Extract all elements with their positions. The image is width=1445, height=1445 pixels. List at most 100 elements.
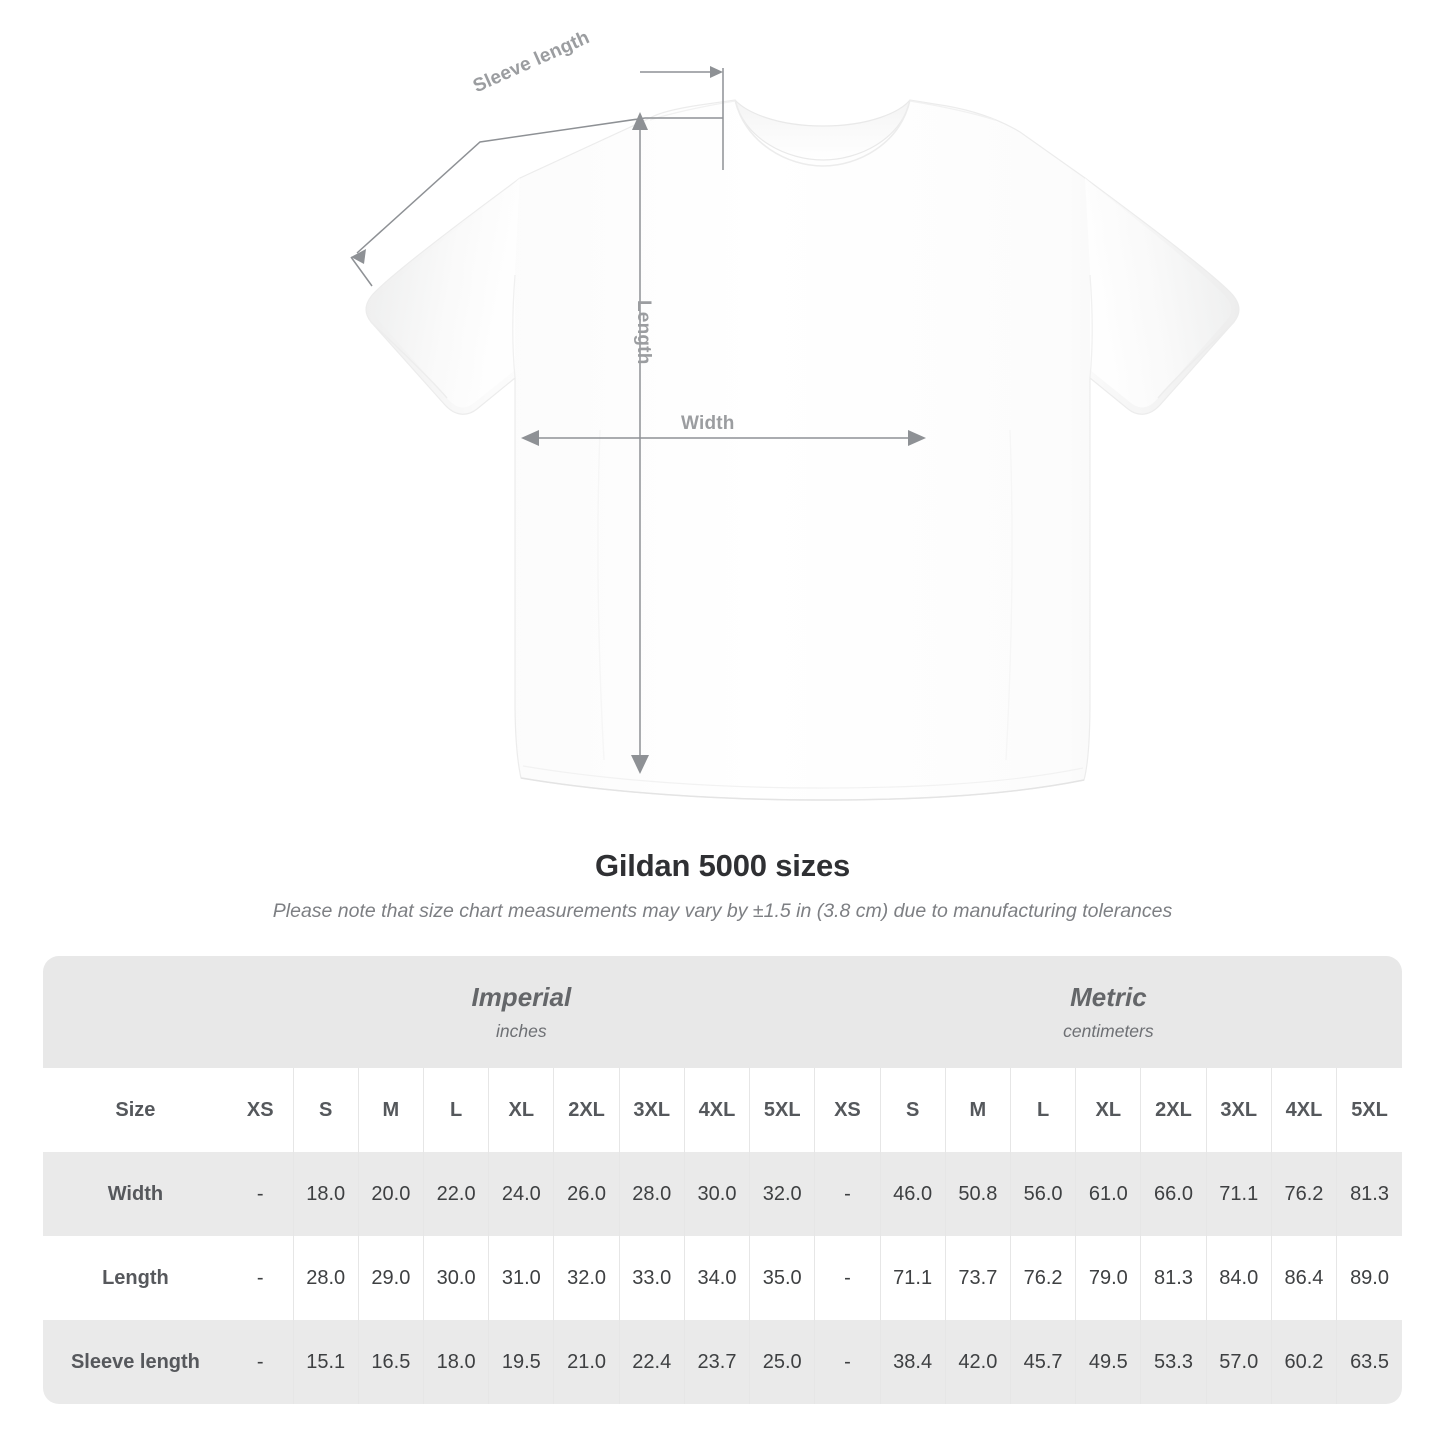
size-header-imperial-3xl: 3XL	[618, 1068, 685, 1152]
size-table: Imperial inches Metric centimeters Size …	[43, 956, 1402, 1404]
size-header-metric-s: S	[879, 1068, 946, 1152]
dimension-lines	[350, 66, 926, 774]
size-header-metric-4xl: 4XL	[1270, 1068, 1337, 1152]
width-metric-xl: 61.0	[1075, 1152, 1141, 1236]
width-imperial-xl: 24.0	[488, 1152, 554, 1236]
length-imperial-2xl: 32.0	[553, 1236, 620, 1320]
sleeve-imperial-5xl: 25.0	[749, 1320, 815, 1404]
tshirt-shape	[365, 99, 1240, 801]
tshirt-diagram: Sleeve length Length Width	[350, 27, 1240, 801]
size-header-imperial-5xl: 5XL	[749, 1068, 815, 1152]
width-imperial-2xl: 26.0	[553, 1152, 620, 1236]
size-header-imperial-4xl: 4XL	[683, 1068, 750, 1152]
size-header-metric-m: M	[944, 1068, 1011, 1152]
width-metric-xs: -	[814, 1152, 881, 1236]
size-header-metric-3xl: 3XL	[1205, 1068, 1272, 1152]
sleeve-metric-l: 45.7	[1009, 1320, 1076, 1404]
metric-subtitle: centimeters	[1063, 1021, 1154, 1041]
unit-header-imperial: Imperial inches	[227, 956, 815, 1068]
size-table-wrapper: Imperial inches Metric centimeters Size …	[43, 956, 1402, 1404]
width-imperial-m: 20.0	[357, 1152, 424, 1236]
size-header-metric-2xl: 2XL	[1140, 1068, 1207, 1152]
length-metric-3xl: 84.0	[1205, 1236, 1272, 1320]
sleeve-imperial-4xl: 23.7	[683, 1320, 750, 1404]
imperial-subtitle: inches	[496, 1021, 547, 1041]
size-header-imperial-m: M	[357, 1068, 424, 1152]
size-header-metric-xs: XS	[814, 1068, 881, 1152]
page-title: Gildan 5000 sizes	[594, 848, 851, 883]
sleeve-imperial-2xl: 21.0	[553, 1320, 620, 1404]
width-imperial-l: 22.0	[422, 1152, 489, 1236]
tshirt-illustration	[350, 66, 1240, 801]
length-metric-2xl: 81.3	[1140, 1236, 1207, 1320]
size-header-imperial-l: L	[422, 1068, 489, 1152]
unit-header-metric: Metric centimeters	[814, 956, 1402, 1068]
width-metric-m: 50.8	[944, 1152, 1011, 1236]
width-imperial-3xl: 28.0	[618, 1152, 685, 1236]
width-imperial-s: 18.0	[292, 1152, 359, 1236]
sleeve-metric-m: 42.0	[944, 1320, 1011, 1404]
width-imperial-4xl: 30.0	[683, 1152, 750, 1236]
width-label: Width	[681, 413, 735, 434]
table-row-length: Length - 28.0 29.0 30.0 31.0 32.0 33.0 3…	[43, 1236, 1402, 1320]
sleeve-imperial-m: 16.5	[357, 1320, 424, 1404]
row-label-width: Width	[43, 1152, 228, 1236]
row-label-length: Length	[43, 1236, 228, 1320]
length-imperial-m: 29.0	[357, 1236, 424, 1320]
sleeve-metric-xl: 49.5	[1075, 1320, 1141, 1404]
sleeve-metric-s: 38.4	[879, 1320, 946, 1404]
length-metric-4xl: 86.4	[1270, 1236, 1337, 1320]
width-metric-4xl: 76.2	[1270, 1152, 1337, 1236]
metric-title: Metric	[1070, 982, 1147, 1012]
sleeve-imperial-s: 15.1	[292, 1320, 359, 1404]
tolerance-note: Please note that size chart measurements…	[272, 900, 1173, 922]
table-row-width: Width - 18.0 20.0 22.0 24.0 26.0 28.0 30…	[43, 1152, 1402, 1236]
table-row-sleeve-length: Sleeve length - 15.1 16.5 18.0 19.5 21.0…	[43, 1320, 1402, 1404]
size-header-imperial-xl: XL	[488, 1068, 554, 1152]
length-metric-5xl: 89.0	[1336, 1236, 1402, 1320]
title-block: Gildan 5000 sizes Please note that size …	[0, 848, 1445, 923]
sleeve-imperial-3xl: 22.4	[618, 1320, 685, 1404]
row-label-sleeve-length: Sleeve length	[43, 1320, 228, 1404]
size-header-label: Size	[43, 1068, 228, 1152]
size-header-imperial-2xl: 2XL	[553, 1068, 620, 1152]
length-metric-xs: -	[814, 1236, 881, 1320]
sleeve-metric-2xl: 53.3	[1140, 1320, 1207, 1404]
sleeve-metric-xs: -	[814, 1320, 881, 1404]
length-imperial-xl: 31.0	[488, 1236, 554, 1320]
sleeve-metric-4xl: 60.2	[1270, 1320, 1337, 1404]
length-imperial-3xl: 33.0	[618, 1236, 685, 1320]
unit-header-row: Imperial inches Metric centimeters	[43, 956, 1402, 1068]
size-header-metric-5xl: 5XL	[1336, 1068, 1402, 1152]
size-header-row: Size XS S M L XL 2XL 3XL 4XL 5XL XS S M …	[43, 1068, 1402, 1152]
length-imperial-5xl: 35.0	[749, 1236, 815, 1320]
width-metric-3xl: 71.1	[1205, 1152, 1272, 1236]
length-metric-m: 73.7	[944, 1236, 1011, 1320]
length-metric-l: 76.2	[1009, 1236, 1076, 1320]
sleeve-imperial-l: 18.0	[422, 1320, 489, 1404]
size-header-metric-l: L	[1009, 1068, 1076, 1152]
width-metric-s: 46.0	[879, 1152, 946, 1236]
width-imperial-5xl: 32.0	[749, 1152, 815, 1236]
length-imperial-4xl: 34.0	[683, 1236, 750, 1320]
length-imperial-l: 30.0	[422, 1236, 489, 1320]
length-metric-s: 71.1	[879, 1236, 946, 1320]
width-metric-5xl: 81.3	[1336, 1152, 1402, 1236]
length-imperial-xs: -	[227, 1236, 294, 1320]
size-header-metric-xl: XL	[1075, 1068, 1141, 1152]
length-metric-xl: 79.0	[1075, 1236, 1141, 1320]
size-header-imperial-xs: XS	[227, 1068, 294, 1152]
width-metric-2xl: 66.0	[1140, 1152, 1207, 1236]
width-metric-l: 56.0	[1009, 1152, 1076, 1236]
length-label: Length	[633, 300, 654, 365]
sleeve-imperial-xs: -	[227, 1320, 294, 1404]
sleeve-metric-3xl: 57.0	[1205, 1320, 1272, 1404]
size-header-imperial-s: S	[292, 1068, 359, 1152]
imperial-title: Imperial	[471, 982, 572, 1012]
length-imperial-s: 28.0	[292, 1236, 359, 1320]
sleeve-imperial-xl: 19.5	[488, 1320, 554, 1404]
sleeve-metric-5xl: 63.5	[1336, 1320, 1402, 1404]
unit-header-spacer	[43, 956, 228, 1068]
width-imperial-xs: -	[227, 1152, 294, 1236]
